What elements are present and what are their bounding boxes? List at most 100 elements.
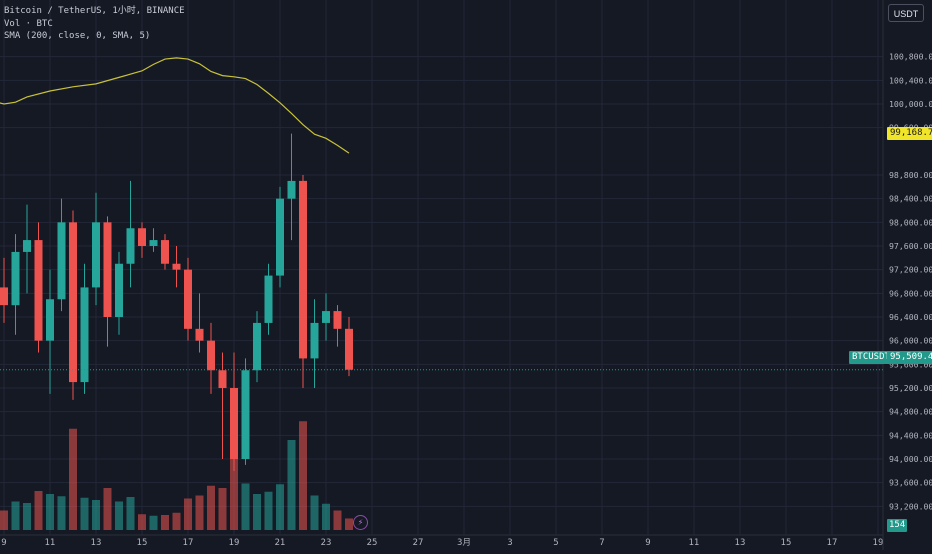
last-price-symbol-tag: BTCUSDT [849,351,893,364]
candle-body [46,299,54,341]
price-tick-label: 96,400.00 [889,312,932,322]
price-tick-label: 96,800.00 [889,288,932,298]
candle-body [149,240,158,246]
volume-bar [23,503,31,530]
candle-body [80,287,89,383]
candle-body [230,388,238,459]
chart-legend: Bitcoin / TetherUS, 1小时, BINANCE Vol · B… [4,5,185,43]
candle-body [57,222,66,300]
legend-volume[interactable]: Vol · BTC [4,18,53,29]
volume-bar [46,494,54,530]
time-tick-label: 25 [367,538,378,548]
candle-body [138,228,146,246]
price-tick-label: 94,800.00 [889,407,932,417]
candle-body [11,251,20,306]
price-tick-label: 93,200.00 [889,501,932,511]
candle-body [310,322,319,359]
price-tick-label: 97,600.00 [889,241,932,251]
time-tick-label: 5 [553,538,558,548]
time-tick-label: 17 [827,538,838,548]
candle-body [103,222,112,317]
time-tick-label: 3 [507,538,512,548]
sma-value-tag: 99,168.70 [887,127,932,140]
volume-bar [103,488,112,530]
volume-bar [149,515,158,530]
volume-bar [115,501,123,530]
time-tick-label: 7 [599,538,604,548]
volume-value-tag: 154 [887,519,908,532]
volume-bar [253,494,261,530]
volume-bar [92,500,100,530]
volume-bar [264,491,273,530]
candle-body [0,287,8,306]
volume-bar [11,501,20,530]
candle-body [172,263,181,270]
price-tick-label: 93,600.00 [889,478,932,488]
candle-body [126,228,135,264]
price-tick-label: 100,000.00 [889,99,932,109]
time-tick-label: 3月 [457,538,471,548]
candle-body [345,328,353,370]
volume-bar [333,510,342,530]
price-tick-label: 94,400.00 [889,430,932,440]
time-tick-label: 11 [45,538,56,548]
candle-body [69,222,77,383]
time-tick-label: 21 [275,538,286,548]
candle-body [253,322,261,371]
price-tick-label: 95,200.00 [889,383,932,393]
price-tick-label: 98,000.00 [889,217,932,227]
candle-body [34,240,43,341]
legend-symbol[interactable]: Bitcoin / TetherUS, 1小时, BINANCE [4,6,185,16]
volume-bar [345,518,353,530]
candle-body [218,370,227,388]
time-tick-label: 23 [321,538,332,548]
volume-bar [161,515,169,530]
volume-bar [69,428,77,530]
volume-bar [322,503,330,530]
time-tick-label: 15 [137,538,148,548]
volume-bar [57,496,66,530]
price-tick-label: 100,400.00 [889,75,932,85]
currency-button[interactable]: USDT [888,4,924,22]
time-tick-label: 19 [873,538,884,548]
volume-bar [195,495,204,530]
volume-bar [172,512,181,530]
volume-bar [230,443,238,530]
time-tick-label: 19 [229,538,240,548]
candle-body [23,240,31,252]
volume-bar [218,488,227,530]
candle-body [276,198,284,276]
price-tick-label: 100,800.00 [889,52,932,62]
time-tick-label: 13 [735,538,746,548]
candle-body [287,180,296,199]
price-tick-label: 98,400.00 [889,194,932,204]
volume-bar [241,483,250,530]
candle-body [92,222,100,288]
volume-bar [184,498,192,530]
candle-body [161,240,169,264]
volume-bar [126,497,135,530]
time-tick-label: 27 [413,538,424,548]
time-tick-label: 9 [1,538,6,548]
candle-body [333,311,342,329]
price-tick-label: 96,000.00 [889,336,932,346]
volume-bar [287,440,296,530]
legend-sma[interactable]: SMA (200, close, 0, SMA, 5) [4,31,151,41]
candle-body [195,328,204,341]
volume-bar [138,514,146,530]
time-tick-label: 17 [183,538,194,548]
volume-bar [0,510,8,530]
volume-bar [80,497,89,530]
sma-line [0,57,350,154]
lightning-icon[interactable]: ⚡ [353,515,368,530]
price-tick-label: 94,000.00 [889,454,932,464]
time-tick-label: 9 [645,538,650,548]
candle-body [241,370,250,459]
time-tick-label: 11 [689,538,700,548]
candle-body [322,311,330,323]
volume-bar [207,485,215,530]
candle-body [115,263,123,317]
candle-body [299,180,307,359]
